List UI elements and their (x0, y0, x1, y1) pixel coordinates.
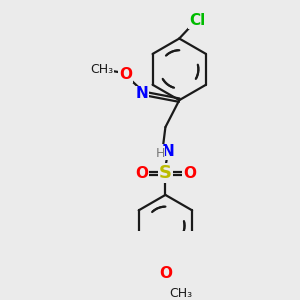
Text: H: H (155, 147, 165, 160)
Text: CH₃: CH₃ (169, 287, 192, 300)
Text: N: N (161, 144, 174, 159)
Text: N: N (136, 86, 149, 101)
Text: O: O (119, 67, 132, 82)
Text: O: O (159, 266, 172, 281)
Text: S: S (159, 164, 172, 182)
Text: Cl: Cl (189, 13, 205, 28)
Text: CH₃: CH₃ (91, 63, 114, 76)
Text: O: O (183, 166, 196, 181)
Text: O: O (135, 166, 148, 181)
